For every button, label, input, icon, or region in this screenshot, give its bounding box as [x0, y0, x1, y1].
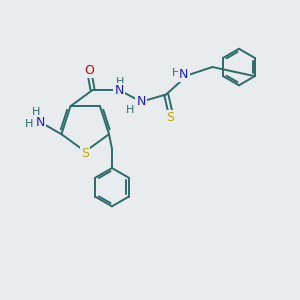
- Text: N: N: [36, 116, 46, 129]
- Text: N: N: [136, 95, 146, 108]
- Text: S: S: [81, 147, 89, 160]
- Text: H: H: [32, 107, 41, 117]
- Text: S: S: [167, 111, 175, 124]
- Text: H: H: [116, 77, 124, 87]
- Text: N: N: [179, 68, 189, 81]
- Text: O: O: [85, 64, 94, 77]
- Text: H: H: [172, 68, 180, 78]
- Text: H: H: [25, 119, 33, 129]
- Text: H: H: [126, 105, 134, 115]
- Text: N: N: [114, 84, 124, 97]
